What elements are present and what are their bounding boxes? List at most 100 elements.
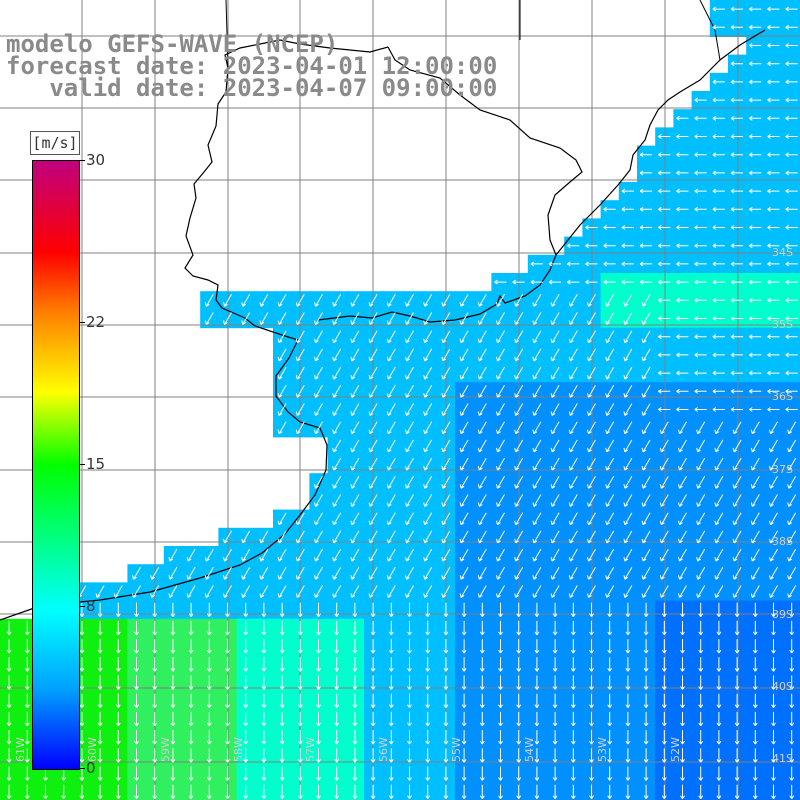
wind-arrow <box>785 316 798 321</box>
wind-arrow <box>785 352 798 358</box>
wind-arrow <box>498 711 503 727</box>
wind-arrow <box>496 476 505 489</box>
wind-arrow <box>532 312 542 325</box>
wind-arrow <box>425 693 431 708</box>
wind-arrow <box>241 312 251 325</box>
wind-arrow <box>370 730 376 745</box>
wind-arrow <box>332 330 342 344</box>
wind-arrow <box>132 585 141 598</box>
wind-arrow <box>24 748 30 763</box>
wind-arrow <box>641 312 651 325</box>
wind-arrow <box>441 439 451 453</box>
wind-arrow <box>514 530 524 544</box>
wind-arrow <box>658 279 671 285</box>
wind-arrow <box>550 439 560 453</box>
wind-arrow <box>243 784 249 799</box>
wind-arrow <box>459 585 469 598</box>
wind-cell <box>782 455 800 474</box>
wind-arrow <box>732 457 742 471</box>
wind-arrow <box>334 693 340 708</box>
wind-arrow <box>749 134 762 139</box>
wind-arrow <box>152 675 158 690</box>
wind-arrow <box>97 657 103 672</box>
wind-arrow <box>698 620 704 636</box>
wind-arrow <box>750 457 760 471</box>
wind-arrow <box>661 766 667 781</box>
wind-arrow <box>170 602 176 617</box>
wind-arrow <box>277 330 287 344</box>
wind-arrow <box>712 388 725 394</box>
wind-arrow <box>587 494 596 507</box>
wind-arrow <box>170 657 176 672</box>
wind-arrow <box>749 297 762 303</box>
wind-arrow <box>295 312 305 325</box>
wind-arrow <box>279 657 285 672</box>
latitude-label: 36S <box>772 390 793 403</box>
wind-arrow <box>407 639 412 654</box>
wind-arrow <box>750 439 760 453</box>
wind-arrow <box>24 711 30 727</box>
wind-arrow <box>241 548 251 562</box>
wind-arrow <box>152 693 158 708</box>
wind-arrow <box>694 279 707 285</box>
wind-arrow <box>658 297 671 303</box>
wind-arrow <box>605 512 615 526</box>
wind-arrow <box>623 439 633 453</box>
wind-arrow <box>423 294 433 307</box>
wind-arrow <box>170 675 176 690</box>
wind-arrow <box>787 530 797 544</box>
wind-arrow <box>297 730 303 745</box>
wind-arrow <box>623 512 633 526</box>
wind-arrow <box>676 134 689 139</box>
wind-arrow <box>734 639 740 654</box>
wind-arrow <box>767 407 780 412</box>
wind-arrow <box>459 366 469 380</box>
wind-arrow <box>352 711 358 727</box>
wind-arrow <box>314 585 323 598</box>
wind-arrow <box>730 97 744 103</box>
wind-arrow <box>386 476 396 489</box>
wind-arrow <box>641 530 651 544</box>
wind-arrow <box>459 294 469 307</box>
wind-arrow <box>605 294 615 307</box>
wind-arrow <box>514 439 524 453</box>
wind-arrow <box>625 675 631 690</box>
wind-arrow <box>550 403 560 416</box>
colorbar <box>32 160 80 770</box>
wind-arrow <box>661 748 667 763</box>
wind-arrow <box>694 370 707 376</box>
wind-arrow <box>712 352 725 358</box>
wind-arrow <box>676 334 689 340</box>
wind-arrow <box>789 657 795 672</box>
wind-arrow <box>603 206 616 212</box>
wind-arrow <box>550 385 560 398</box>
wind-arrow <box>534 784 540 799</box>
wind-arrow <box>714 585 724 598</box>
wind-arrow <box>314 476 323 489</box>
wind-arrow <box>498 784 503 799</box>
wind-arrow <box>295 585 305 598</box>
wind-arrow <box>698 748 704 763</box>
wind-arrow <box>771 784 776 799</box>
wind-arrow <box>407 730 412 745</box>
wind-arrow <box>785 297 798 303</box>
wind-arrow <box>423 403 433 416</box>
wind-arrow <box>498 693 503 708</box>
wind-arrow <box>767 316 780 321</box>
wind-arrow <box>370 602 376 617</box>
wind-arrow <box>749 352 762 358</box>
wind-arrow <box>787 567 797 580</box>
wind-arrow <box>332 585 342 598</box>
wind-arrow <box>332 312 342 325</box>
wind-arrow <box>295 512 305 526</box>
wind-arrow <box>641 548 651 562</box>
wind-arrow <box>771 730 776 745</box>
wind-arrow <box>477 421 487 435</box>
wind-arrow <box>785 279 798 285</box>
wind-arrow <box>752 730 758 745</box>
wind-arrow <box>732 548 742 562</box>
wind-arrow <box>785 43 798 48</box>
wind-arrow <box>785 97 798 103</box>
wind-arrow <box>443 675 449 690</box>
